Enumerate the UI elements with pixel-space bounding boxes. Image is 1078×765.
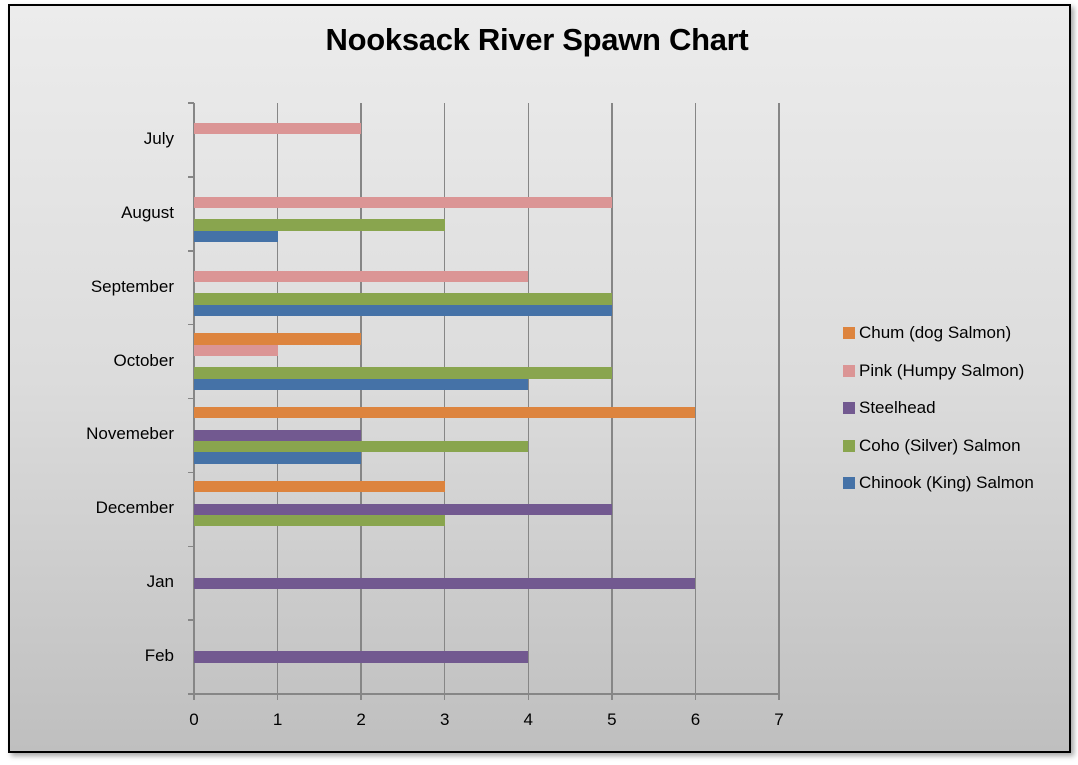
bar-chum-dog-salmon	[194, 407, 696, 419]
gridline	[443, 103, 446, 694]
category-label: October	[113, 350, 174, 370]
bar-chum-dog-salmon	[194, 333, 362, 345]
legend-label: Chinook (King) Salmon	[859, 473, 1034, 492]
bar-steelhead	[194, 651, 529, 663]
x-tick-label: 5	[607, 710, 617, 729]
y-tick	[188, 176, 194, 178]
x-tick-label: 7	[774, 710, 784, 729]
bar-chinook-king-salmon	[194, 230, 278, 243]
legend-swatch-icon	[843, 477, 855, 489]
chart-frame	[8, 4, 1071, 753]
legend-swatch-icon	[843, 439, 855, 452]
bar-chinook-king-salmon	[194, 304, 612, 316]
y-tick	[188, 323, 194, 326]
x-tick-label: 6	[690, 710, 701, 729]
x-tick	[443, 694, 446, 700]
category-label: Novemeber	[86, 424, 174, 444]
gridline	[611, 103, 613, 694]
bar-coho-silver-salmon	[194, 367, 612, 379]
bar-pink-humpy-salmon	[194, 270, 529, 283]
bar-pink-humpy-salmon	[194, 344, 278, 356]
category-label: July	[143, 128, 174, 148]
x-tick-label: 2	[356, 710, 366, 729]
bar-chinook-king-salmon	[194, 452, 362, 464]
x-tick-label: 4	[523, 710, 534, 729]
gridline	[276, 103, 279, 694]
x-tick-label: 1	[272, 710, 283, 729]
gridline	[778, 103, 780, 694]
chart-title: Nooksack River Spawn Chart	[325, 22, 749, 57]
x-axis	[194, 693, 779, 695]
x-tick	[360, 694, 362, 700]
bar-pink-humpy-salmon	[194, 122, 362, 135]
bar-steelhead	[194, 503, 612, 515]
category-label: September	[90, 276, 174, 296]
y-tick	[188, 693, 194, 695]
legend-swatch-icon	[843, 327, 855, 339]
bar-coho-silver-salmon	[194, 514, 445, 527]
x-tick	[193, 694, 195, 700]
x-tick	[611, 694, 613, 700]
legend-label: Coho (Silver) Salmon	[859, 435, 1021, 455]
y-tick	[188, 545, 194, 547]
bar-coho-silver-salmon	[194, 441, 529, 453]
y-tick	[188, 102, 194, 104]
category-label: Jan	[146, 572, 174, 592]
y-tick	[188, 250, 194, 252]
x-tick-label: 0	[189, 710, 199, 729]
gridline	[527, 103, 530, 694]
bar-chinook-king-salmon	[194, 378, 529, 390]
x-tick	[778, 694, 780, 700]
category-label: December	[95, 498, 174, 518]
legend-label: Chum (dog Salmon)	[859, 323, 1012, 342]
legend-swatch-icon	[843, 364, 855, 377]
bar-chum-dog-salmon	[194, 481, 445, 493]
bar-steelhead	[194, 429, 362, 442]
y-axis	[193, 103, 195, 700]
category-label: August	[121, 202, 174, 222]
x-tick	[276, 694, 279, 700]
bar-steelhead	[194, 577, 696, 589]
bar-coho-silver-salmon	[194, 219, 445, 231]
legend-swatch-icon	[843, 402, 855, 414]
y-tick	[188, 471, 194, 474]
y-tick	[188, 397, 194, 400]
category-label: Feb	[144, 646, 174, 666]
gridline	[360, 103, 362, 694]
legend-label: Steelhead	[859, 398, 936, 417]
bar-pink-humpy-salmon	[194, 196, 612, 209]
y-tick	[188, 619, 194, 621]
x-tick	[694, 694, 697, 700]
x-tick-label: 3	[439, 710, 450, 729]
legend-label: Pink (Humpy Salmon)	[859, 360, 1025, 380]
x-tick	[527, 694, 530, 700]
gridline	[694, 103, 697, 694]
bar-coho-silver-salmon	[194, 293, 612, 305]
